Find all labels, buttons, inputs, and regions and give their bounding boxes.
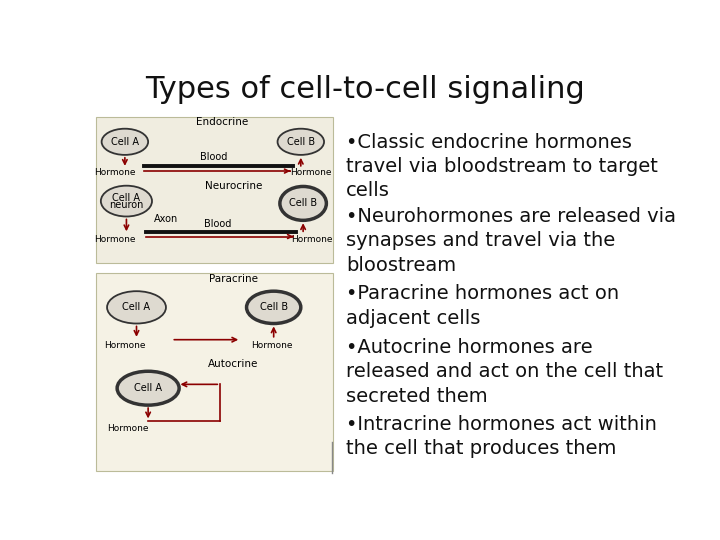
Text: Cell A: Cell A xyxy=(122,302,150,312)
Text: •Intracrine hormones act within
the cell that produces them: •Intracrine hormones act within the cell… xyxy=(346,415,657,458)
Ellipse shape xyxy=(277,129,324,155)
Text: Cell A: Cell A xyxy=(112,193,140,203)
Text: Cell A: Cell A xyxy=(111,137,139,147)
Ellipse shape xyxy=(107,291,166,323)
Text: Cell B: Cell B xyxy=(260,302,288,312)
Ellipse shape xyxy=(101,186,152,217)
Text: Blood: Blood xyxy=(200,152,228,162)
Text: Blood: Blood xyxy=(204,219,232,229)
Text: Paracrine: Paracrine xyxy=(209,274,258,284)
Ellipse shape xyxy=(280,186,326,220)
Text: Neurocrine: Neurocrine xyxy=(204,181,262,191)
Ellipse shape xyxy=(117,372,179,405)
Text: Hormone: Hormone xyxy=(104,341,145,350)
Text: •Paracrine hormones act on
adjacent cells: •Paracrine hormones act on adjacent cell… xyxy=(346,284,619,327)
Text: Hormone: Hormone xyxy=(94,235,135,244)
Text: •Autocrine hormones are
released and act on the cell that
secreted them: •Autocrine hormones are released and act… xyxy=(346,338,663,406)
Text: Hormone: Hormone xyxy=(251,341,293,350)
Text: Cell A: Cell A xyxy=(134,383,162,393)
Text: Hormone: Hormone xyxy=(292,235,333,244)
FancyBboxPatch shape xyxy=(96,273,333,471)
Text: neuron: neuron xyxy=(109,200,143,210)
Text: Cell B: Cell B xyxy=(289,198,318,208)
Text: Axon: Axon xyxy=(153,214,178,224)
Text: Endocrine: Endocrine xyxy=(196,117,248,127)
Text: Hormone: Hormone xyxy=(94,168,135,177)
Ellipse shape xyxy=(246,291,301,323)
Text: Autocrine: Autocrine xyxy=(208,359,258,369)
Text: •Neurohormones are released via
synapses and travel via the
bloostream: •Neurohormones are released via synapses… xyxy=(346,207,676,275)
Text: Hormone: Hormone xyxy=(290,168,331,177)
Text: •Classic endocrine hormones
travel via bloodstream to target
cells: •Classic endocrine hormones travel via b… xyxy=(346,132,657,200)
Ellipse shape xyxy=(102,129,148,155)
Text: Hormone: Hormone xyxy=(107,424,148,433)
FancyBboxPatch shape xyxy=(96,117,333,264)
Text: Types of cell-to-cell signaling: Types of cell-to-cell signaling xyxy=(145,75,585,104)
Text: Cell B: Cell B xyxy=(287,137,315,147)
